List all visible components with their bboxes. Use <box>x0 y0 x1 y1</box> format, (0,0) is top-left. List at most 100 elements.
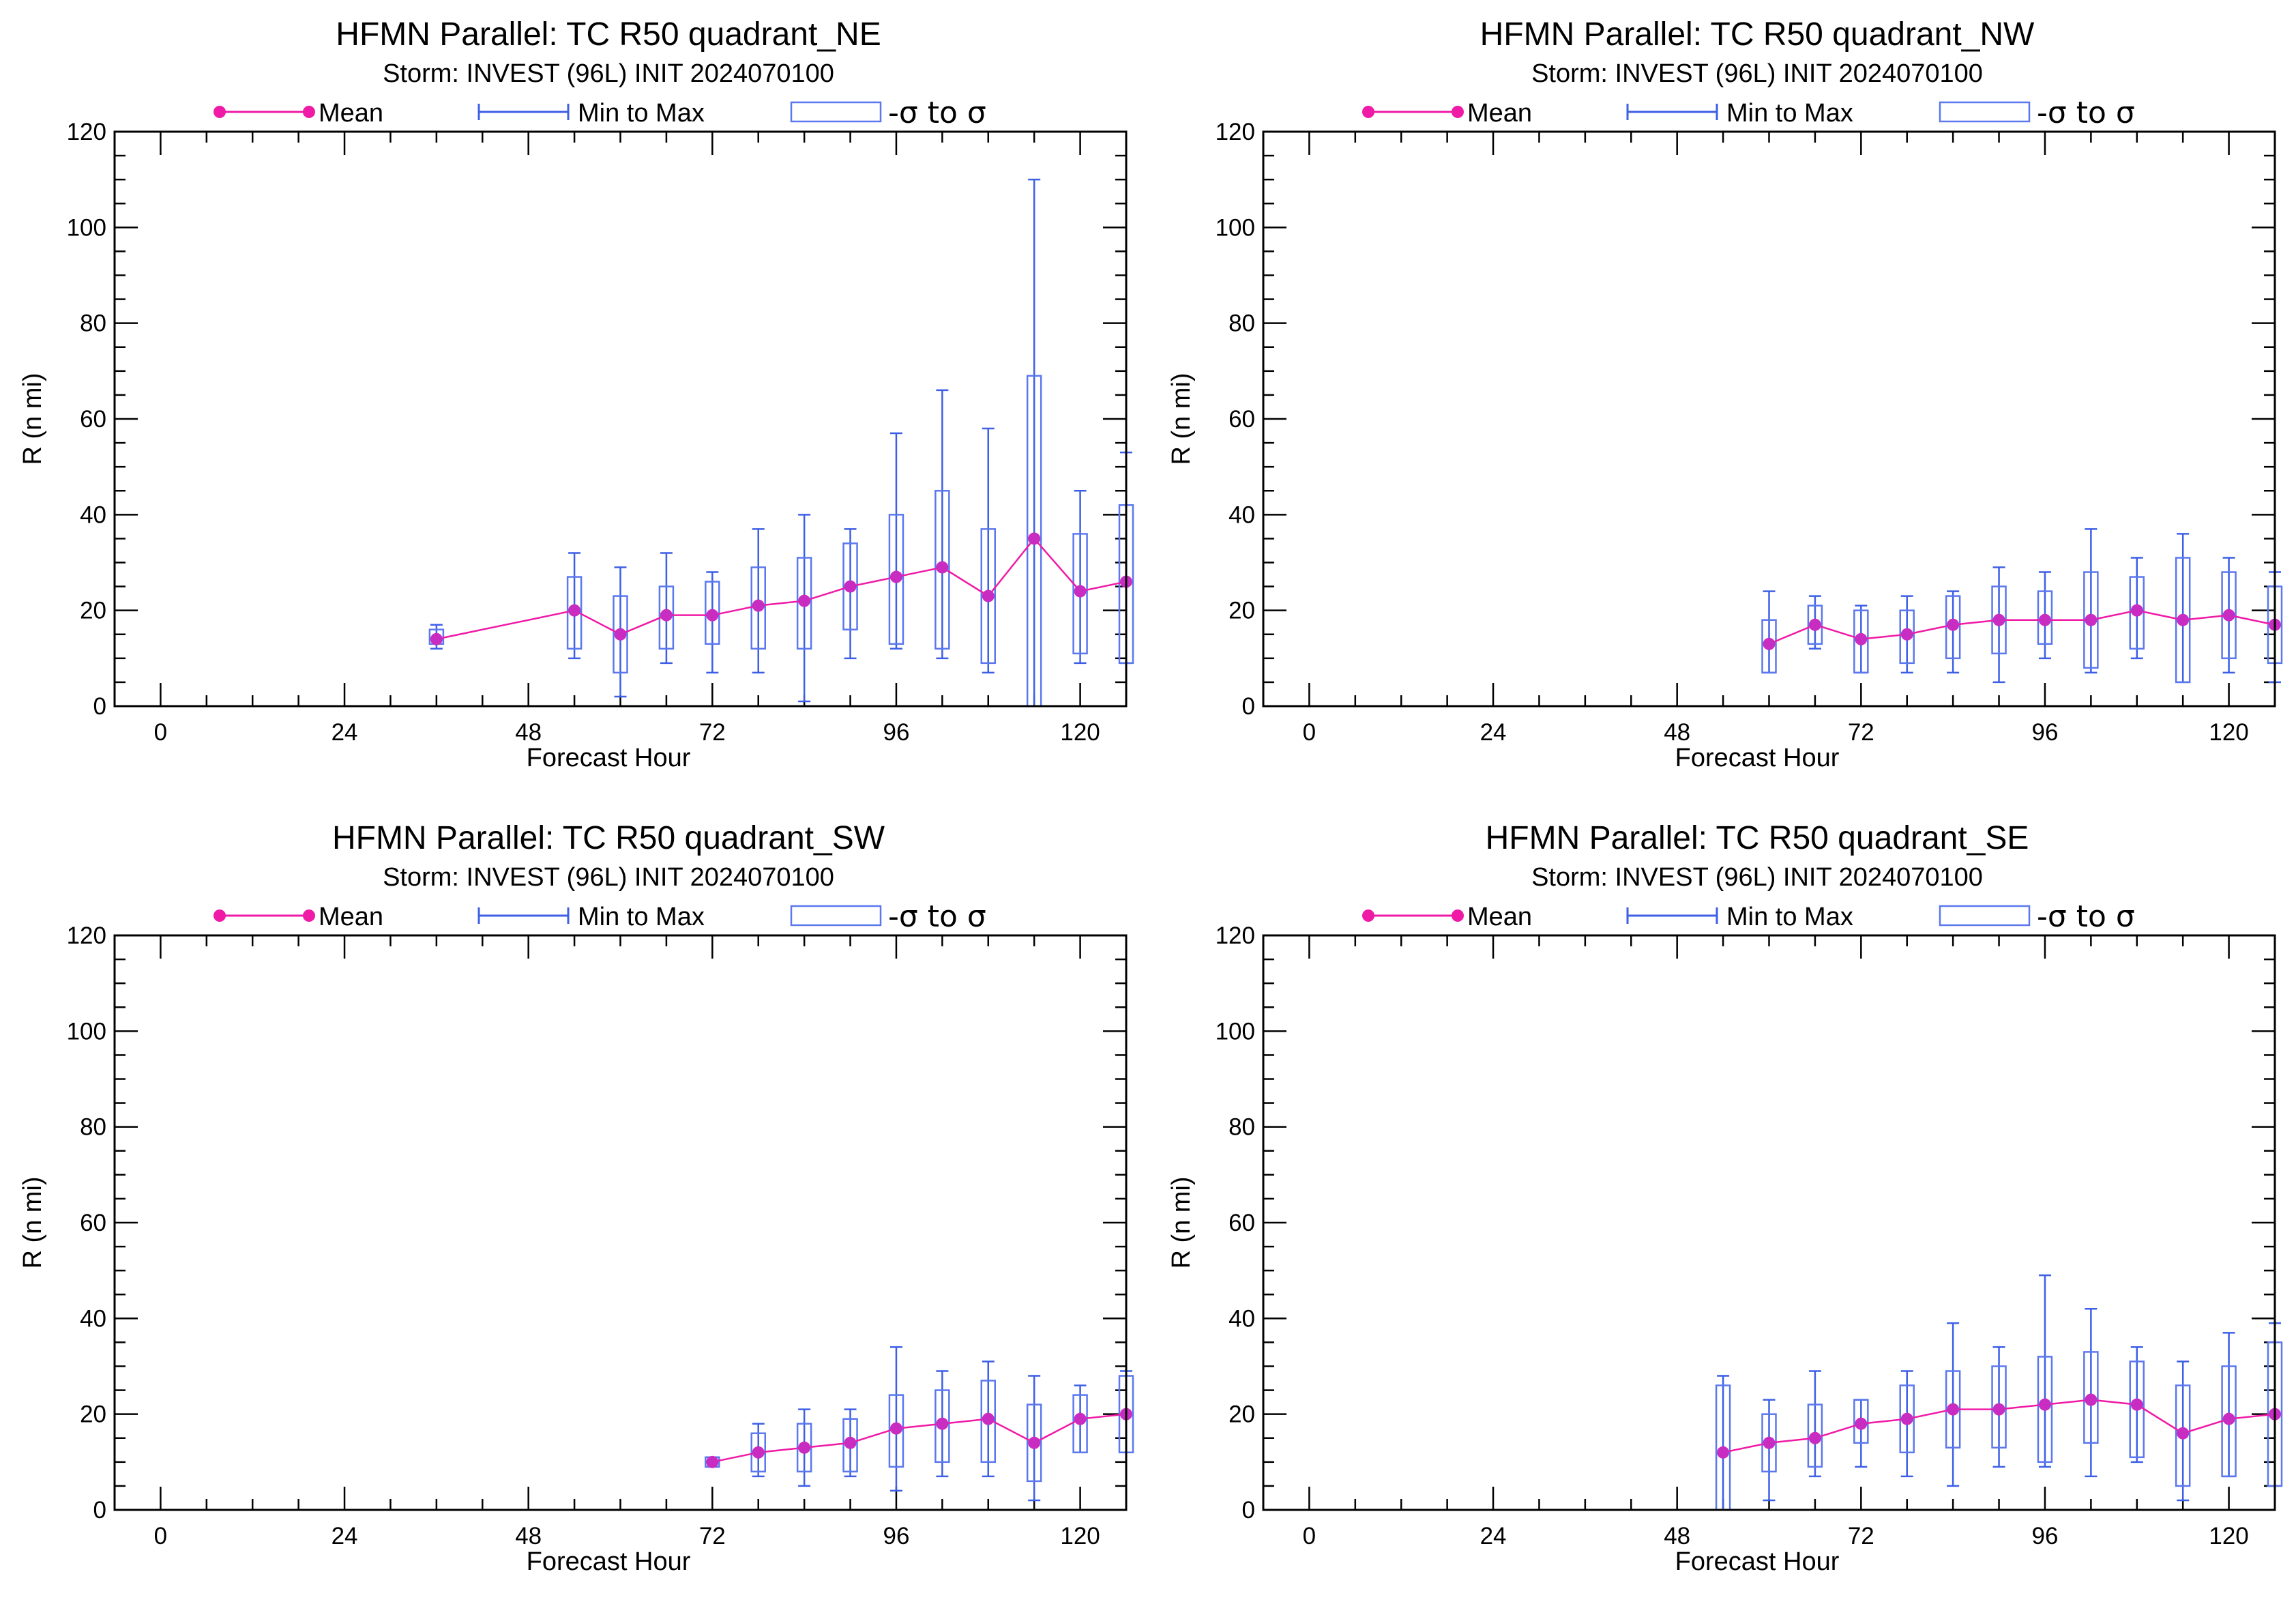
data-series <box>1761 528 2283 684</box>
sigma-box <box>2037 1356 2053 1463</box>
plot-frame <box>1262 130 2276 708</box>
y-axis-label: R (n mi) <box>18 1176 47 1268</box>
mean-point <box>1763 1436 1776 1449</box>
x-tick-label: 0 <box>1303 719 1316 746</box>
y-tick-label: 80 <box>1228 1114 1255 1141</box>
mean-point <box>844 1436 857 1449</box>
sigma-box <box>980 528 997 665</box>
y-tick-label: 120 <box>67 119 106 145</box>
y-tick-label: 20 <box>1228 598 1255 624</box>
plot-frame <box>113 934 1128 1511</box>
legend-mean-marker <box>303 909 315 922</box>
y-tick-label: 0 <box>93 693 106 720</box>
mean-point <box>1855 632 1868 645</box>
legend-mean-marker <box>1452 106 1464 118</box>
sigma-box <box>888 514 904 645</box>
mean-point <box>889 1422 902 1435</box>
legend-mean-marker <box>1362 909 1374 922</box>
legend-mean-marker <box>214 106 226 118</box>
chart-subtitle: Storm: INVEST (96L) INIT 2024070100 <box>1531 59 1983 88</box>
sigma-box <box>1945 595 1961 660</box>
x-tick-label: 48 <box>1664 719 1690 746</box>
x-tick-label: 0 <box>154 1523 167 1549</box>
legend-sigma-box <box>790 905 882 927</box>
x-tick-label: 120 <box>1060 719 1100 746</box>
legend: Mean Min to Max -σ to σ <box>214 899 986 934</box>
legend-mean-label: Mean <box>1467 99 1532 128</box>
legend-minmax-label: Min to Max <box>578 903 705 931</box>
x-tick-label: 24 <box>332 719 358 746</box>
mean-point <box>2085 1393 2098 1406</box>
mean-point <box>2130 604 2143 617</box>
sigma-box <box>934 1389 950 1463</box>
sigma-box <box>1853 609 1869 674</box>
mean-point <box>1992 1403 2005 1416</box>
y-axis-label: R (n mi) <box>1167 373 1196 465</box>
mean-line <box>712 1413 1127 1463</box>
data-series <box>705 1346 1134 1502</box>
sigma-box <box>980 1380 997 1463</box>
y-tick-label: 20 <box>80 1401 106 1428</box>
chart-title: HFMN Parallel: TC R50 quadrant_SE <box>1486 820 2029 856</box>
x-tick-label: 0 <box>154 719 167 746</box>
x-tick-label: 48 <box>515 1523 542 1549</box>
x-tick-label: 96 <box>2031 719 2058 746</box>
legend-sigma-box <box>790 101 882 123</box>
y-tick-label: 80 <box>1228 310 1255 337</box>
chart-title: HFMN Parallel: TC R50 quadrant_SW <box>332 820 885 856</box>
chart-panel-se: HFMN Parallel: TC R50 quadrant_SE Storm:… <box>1167 820 2283 1576</box>
chart-title: HFMN Parallel: TC R50 quadrant_NE <box>336 16 881 53</box>
y-tick-label: 100 <box>1216 214 1255 241</box>
y-tick-label: 60 <box>1228 406 1255 433</box>
mean-point <box>614 628 627 641</box>
sigma-box <box>934 490 950 650</box>
mean-point <box>936 1417 949 1430</box>
legend-minmax-label: Min to Max <box>1726 903 1853 931</box>
chart-panel-sw: HFMN Parallel: TC R50 quadrant_SW Storm:… <box>18 820 1134 1576</box>
mean-point <box>706 1455 719 1468</box>
legend-mean-marker <box>214 909 226 922</box>
mean-point <box>1763 637 1776 650</box>
legend-mean-label: Mean <box>319 99 383 128</box>
legend-minmax-label: Min to Max <box>1726 99 1853 128</box>
chart-title: HFMN Parallel: TC R50 quadrant_NW <box>1480 16 2035 53</box>
y-tick-label: 40 <box>1228 1305 1255 1332</box>
mean-point <box>982 589 995 602</box>
legend-mean-marker <box>1362 106 1374 118</box>
sigma-box <box>705 581 720 645</box>
legend: Mean Min to Max -σ to σ <box>214 96 986 130</box>
legend-sigma-box <box>1939 905 2031 927</box>
y-axis-label: R (n mi) <box>18 373 47 465</box>
mean-point <box>1028 1436 1041 1449</box>
y-tick-label: 80 <box>80 1114 106 1141</box>
sigma-box <box>842 542 858 630</box>
x-tick-label: 72 <box>1848 1523 1874 1549</box>
x-tick-label: 0 <box>1303 1523 1316 1549</box>
mean-point <box>1855 1417 1868 1430</box>
mean-point <box>706 609 719 622</box>
sigma-box <box>2175 1384 2191 1487</box>
sigma-box <box>1899 609 1915 665</box>
x-tick-label: 120 <box>2209 1523 2248 1549</box>
mean-point <box>660 609 673 622</box>
x-tick-label: 96 <box>883 719 909 746</box>
y-tick-label: 40 <box>80 1305 106 1332</box>
x-tick-label: 120 <box>2209 719 2248 746</box>
mean-point <box>1074 585 1087 598</box>
mean-point <box>1717 1446 1730 1459</box>
chart-subtitle: Storm: INVEST (96L) INIT 2024070100 <box>1531 863 1983 892</box>
sigma-box <box>1072 1394 1088 1454</box>
y-tick-label: 120 <box>1216 119 1255 145</box>
chart-panel-ne: HFMN Parallel: TC R50 quadrant_NE Storm:… <box>18 16 1134 772</box>
mean-point <box>2222 609 2235 622</box>
legend-sigma-label: -σ to σ <box>888 899 986 934</box>
x-tick-label: 96 <box>883 1523 909 1549</box>
mean-point <box>798 594 811 607</box>
chart-panel-nw: HFMN Parallel: TC R50 quadrant_NW Storm:… <box>1167 16 2283 772</box>
sigma-box <box>842 1418 858 1473</box>
legend-mean-marker <box>1452 909 1464 922</box>
x-tick-label: 48 <box>1664 1523 1690 1549</box>
mean-point <box>1947 618 1960 631</box>
legend-mean-label: Mean <box>1467 903 1532 931</box>
